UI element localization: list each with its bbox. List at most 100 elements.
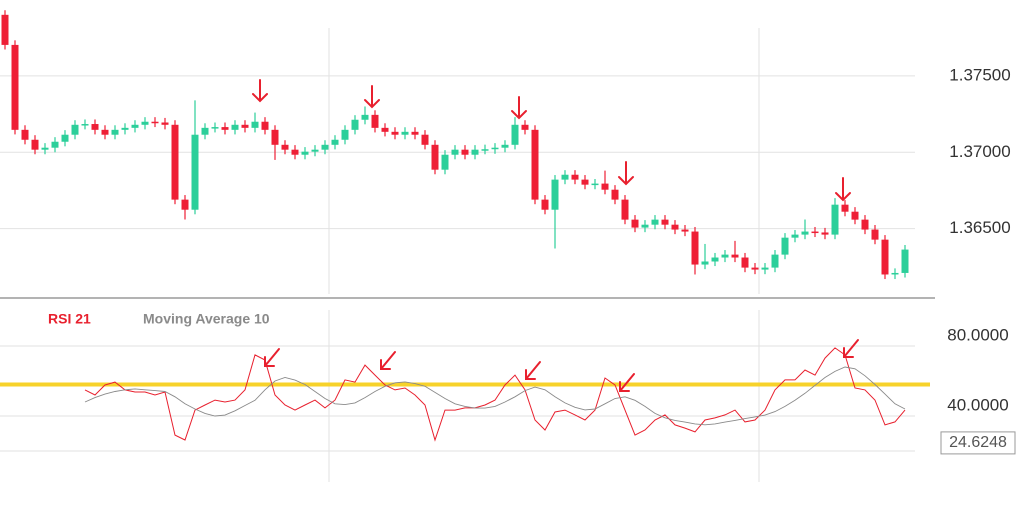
candle-body <box>421 134 429 145</box>
candle-body <box>751 267 759 270</box>
arrow <box>525 361 541 380</box>
candle-body <box>91 124 99 130</box>
last-value-label: 24.6248 <box>949 434 1007 451</box>
arrow <box>835 177 851 202</box>
candle-body <box>41 147 49 150</box>
candle-body <box>221 127 229 130</box>
candle-body <box>901 249 909 273</box>
candle-body <box>131 124 139 128</box>
candle-body <box>61 134 69 142</box>
series-line <box>84 366 906 426</box>
candle-body <box>661 219 669 225</box>
candle-body <box>721 254 729 258</box>
candle-body <box>691 231 699 265</box>
candle-body <box>311 149 319 152</box>
candle-body <box>481 149 489 151</box>
arrow <box>843 339 859 358</box>
arrow <box>618 161 634 186</box>
candle-body <box>251 121 259 128</box>
candle-body <box>121 127 129 130</box>
legend-rsi: RSI 21 <box>48 311 91 327</box>
arrow <box>619 373 635 392</box>
series-line <box>84 347 906 442</box>
y-tick-label: 1.36500 <box>949 218 1010 237</box>
arrow <box>264 348 280 367</box>
arrow <box>380 351 396 370</box>
candle-body <box>191 134 199 210</box>
marks <box>1 10 909 442</box>
candle-body <box>321 144 329 150</box>
candle-body <box>101 129 109 135</box>
candle-body <box>341 129 349 140</box>
candle-body <box>621 199 629 220</box>
candle-body <box>631 219 639 228</box>
candle-body <box>491 147 499 150</box>
candle-body <box>461 149 469 155</box>
candle-body <box>821 232 829 235</box>
grid: 1.36500 1.37000 1.37500 40.0000 80.0000 24.62… <box>0 65 1016 455</box>
candle-body <box>521 124 529 130</box>
candle-body <box>231 124 239 130</box>
candle-body <box>641 224 649 228</box>
candle-body <box>701 261 709 265</box>
candle-body <box>611 189 619 200</box>
candle-body <box>601 183 609 190</box>
candle-body <box>711 257 719 262</box>
candle-body <box>561 174 569 180</box>
candle-body <box>791 234 799 238</box>
arrow <box>252 79 268 103</box>
candle-body <box>381 127 389 132</box>
layout <box>0 28 935 482</box>
candle-body <box>571 174 579 180</box>
candle-body <box>551 179 559 210</box>
candle-body <box>241 124 249 128</box>
candle-body <box>451 149 459 155</box>
last-value-box <box>940 431 1016 455</box>
candle-body <box>401 131 409 135</box>
candle-body <box>771 254 779 268</box>
candle-body <box>781 237 789 255</box>
candle-body <box>671 224 679 230</box>
candle-body <box>501 144 509 148</box>
candle-body <box>851 211 859 220</box>
candle-body <box>471 149 479 155</box>
candle-body <box>681 229 689 232</box>
y-tick-label: 80.0000 <box>947 325 1008 344</box>
candle-body <box>271 129 279 145</box>
candle-body <box>21 129 29 140</box>
candle-body <box>371 114 379 128</box>
candle-body <box>891 272 899 275</box>
candle-body <box>441 154 449 170</box>
candle-body <box>391 131 399 135</box>
candle-body <box>201 127 209 135</box>
candle-body <box>51 141 59 148</box>
candle-body <box>151 121 159 124</box>
y-tick-label: 1.37500 <box>949 65 1010 84</box>
candle-body <box>731 254 739 258</box>
candle-body <box>841 204 849 212</box>
candle-body <box>741 257 749 268</box>
candle-body <box>831 204 839 235</box>
candle-body <box>351 119 359 130</box>
candle-body <box>81 124 89 126</box>
candle-body <box>581 179 589 185</box>
candle-body <box>651 219 659 225</box>
candle-body <box>181 199 189 210</box>
candle-body <box>31 139 39 150</box>
candle-body <box>141 121 149 125</box>
candle-body <box>111 129 119 135</box>
candle-body <box>171 124 179 200</box>
candle-body <box>281 144 289 150</box>
y-tick-label: 40.0000 <box>947 395 1008 414</box>
candle-body <box>331 139 339 145</box>
candle-body <box>811 231 819 234</box>
arrow <box>364 85 380 109</box>
candle-body <box>511 124 519 145</box>
candle-body <box>301 151 309 155</box>
candle-body <box>871 229 879 240</box>
candle-body <box>291 149 299 155</box>
candle-body <box>541 199 549 210</box>
candle-body <box>801 231 809 235</box>
candle-body <box>261 121 269 130</box>
